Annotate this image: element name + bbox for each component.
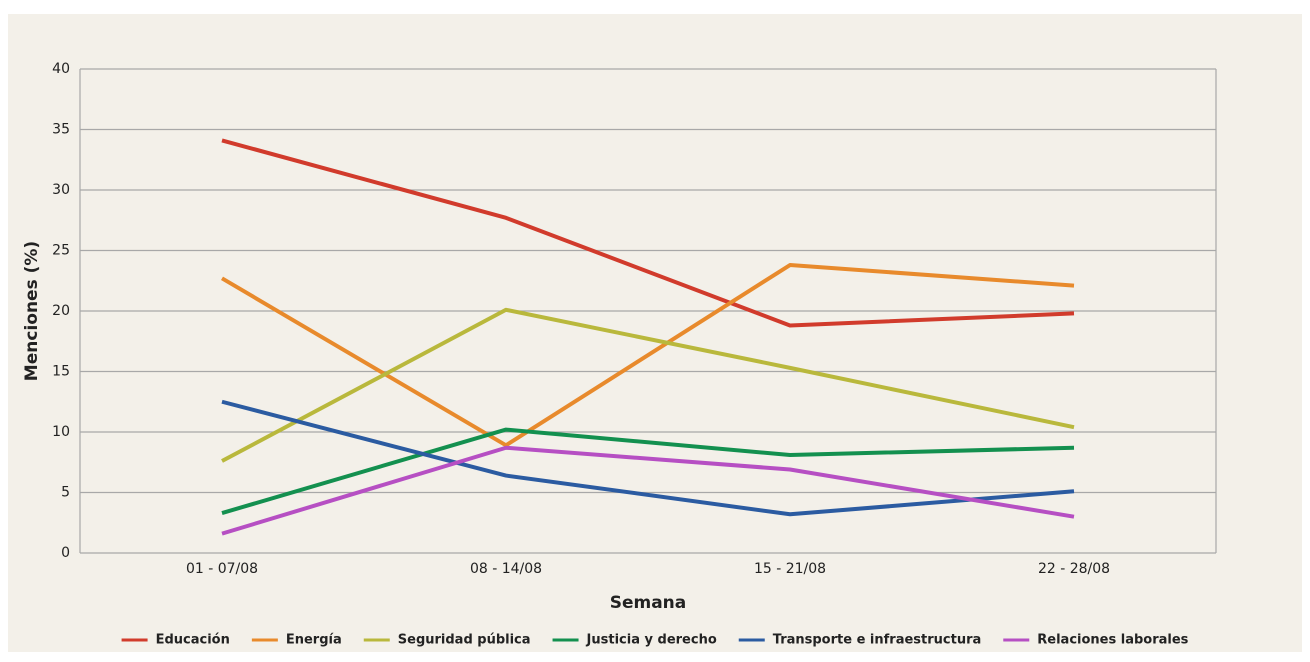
series-line (221, 138, 1075, 328)
y-tick-label: 20 (52, 303, 70, 319)
legend-label: Justicia y derecho (586, 633, 717, 648)
y-axis-label: Menciones (%) (22, 241, 42, 381)
series-line (221, 399, 1075, 517)
x-tick-label: 15 - 21/08 (754, 561, 826, 577)
series-line (220, 263, 1075, 448)
legend-label: Transporte e infraestructura (773, 633, 982, 648)
y-tick-label: 15 (52, 364, 70, 380)
x-tick-label: 01 - 07/08 (186, 561, 258, 577)
legend-label: Energía (286, 633, 342, 648)
y-tick-label: 10 (52, 424, 70, 440)
x-tick-label: 22 - 28/08 (1038, 561, 1110, 577)
y-tick-label: 5 (61, 485, 70, 501)
series-line (221, 427, 1075, 515)
x-axis-label: Semana (610, 593, 687, 613)
y-tick-label: 35 (52, 122, 70, 138)
y-tick-label: 0 (61, 545, 70, 561)
panel (8, 14, 1302, 652)
legend-label: Relaciones laborales (1037, 633, 1188, 648)
legend-label: Seguridad pública (398, 633, 531, 648)
y-tick-label: 30 (52, 182, 70, 198)
series-line (221, 307, 1075, 463)
series-line (221, 445, 1075, 536)
x-tick-label: 08 - 14/08 (470, 561, 542, 577)
y-tick-label: 25 (52, 243, 70, 259)
legend-label: Educación (156, 633, 230, 648)
y-tick-label: 40 (52, 61, 70, 77)
